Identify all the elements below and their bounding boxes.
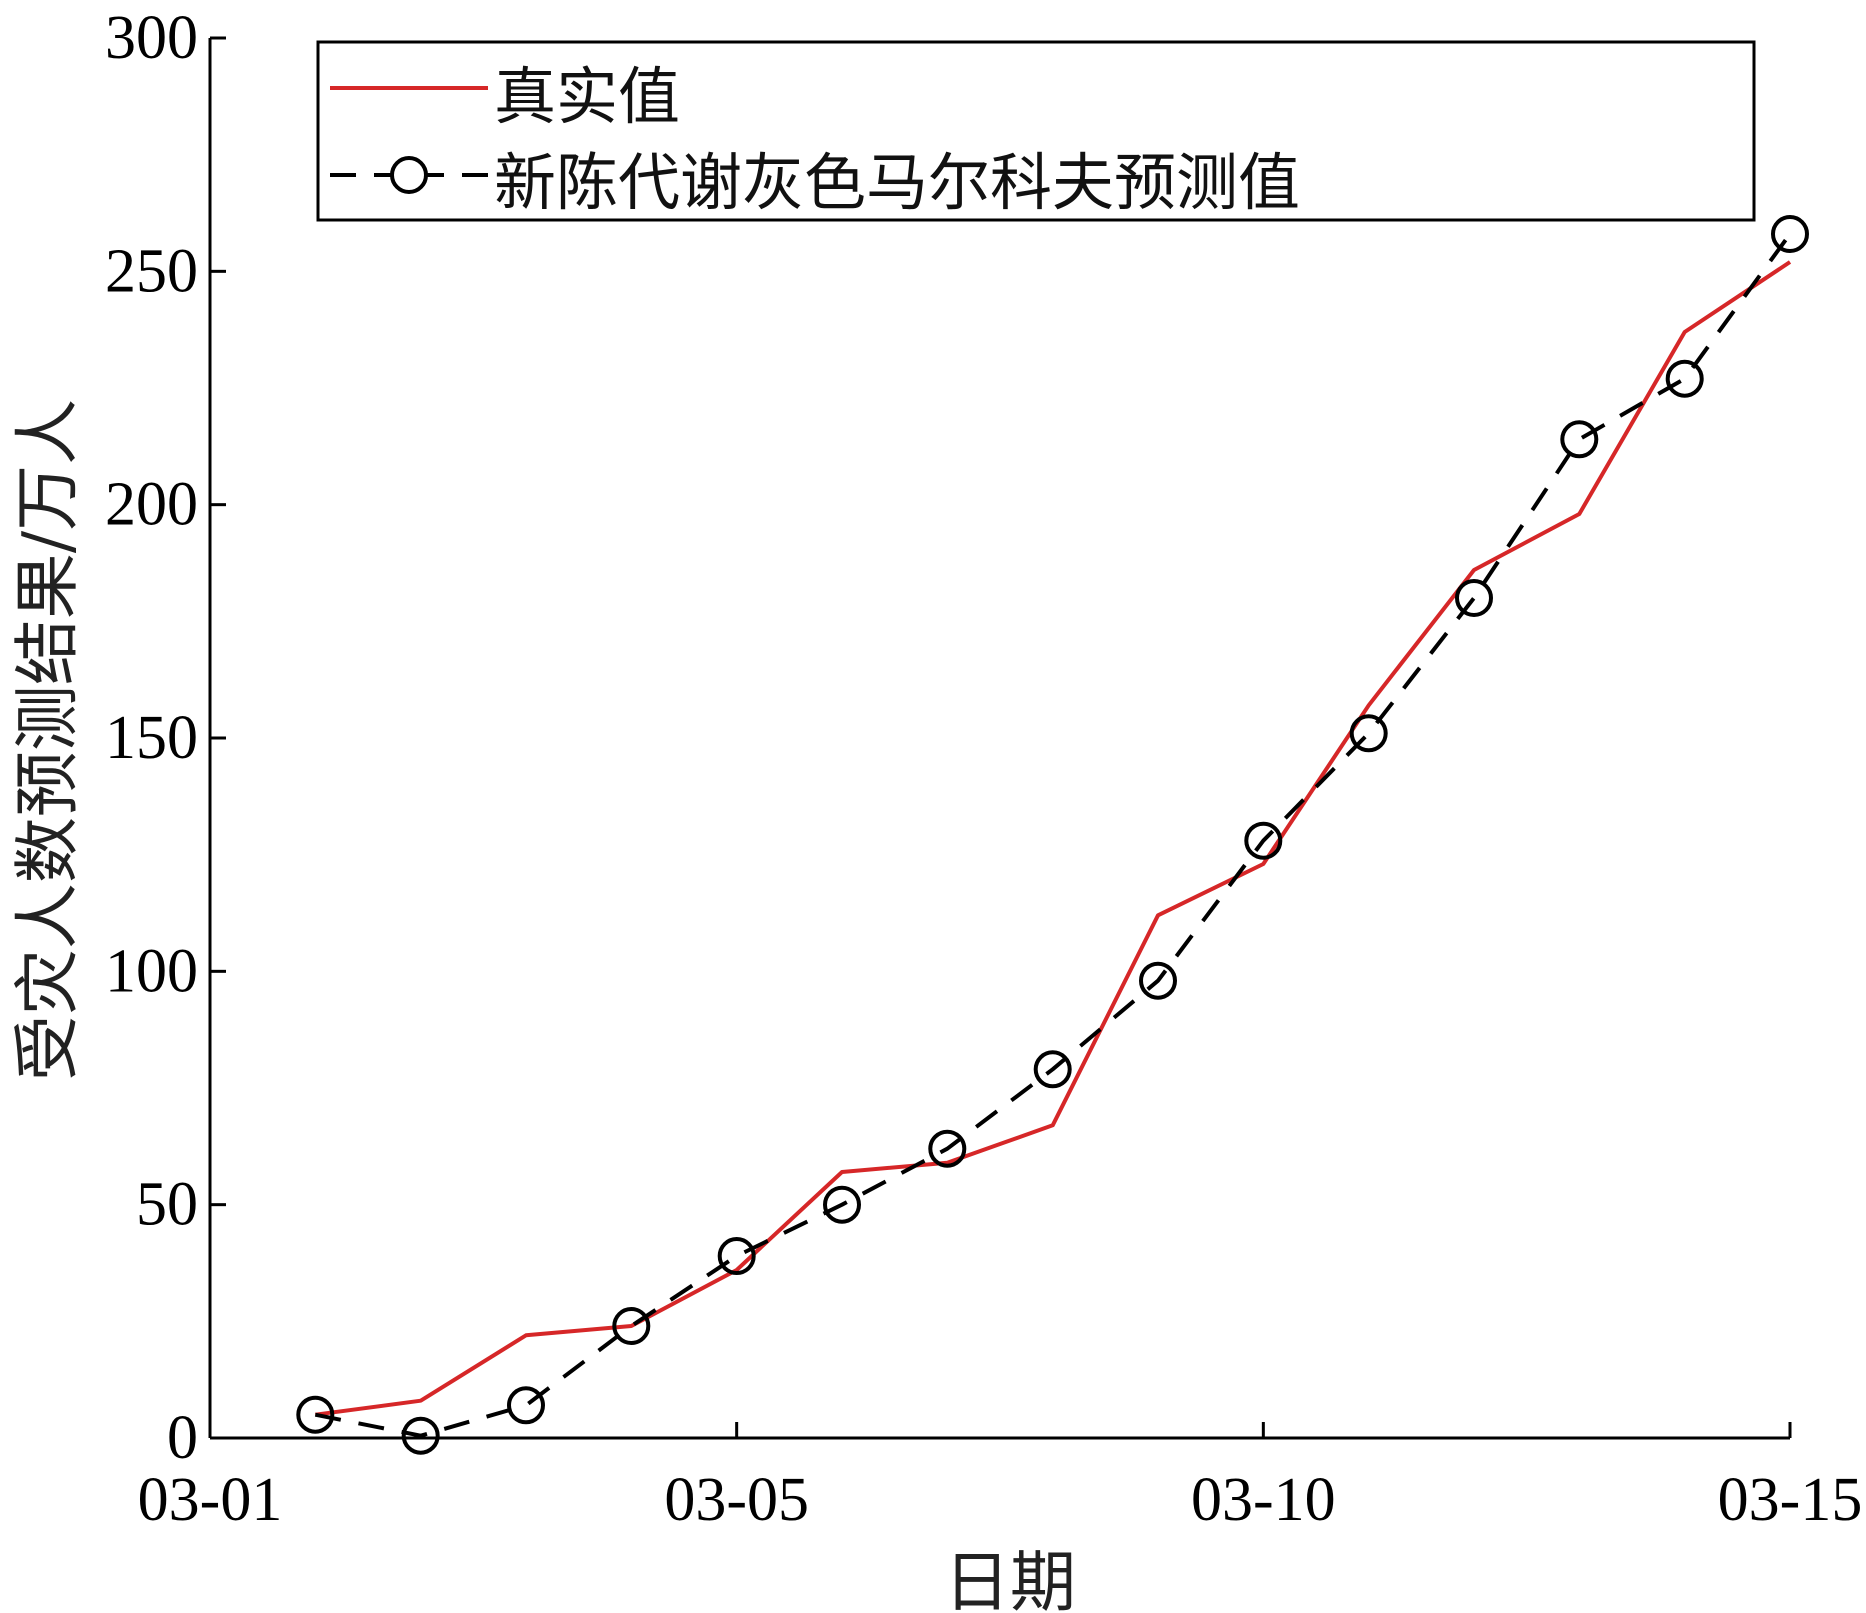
y-axis-label: 受灾人数预测结果/万人: [9, 399, 86, 1081]
x-tick-label: 03-01: [138, 1466, 283, 1534]
series-1-point: [717, 1237, 756, 1275]
y-tick-label: 200: [105, 471, 198, 539]
series-1-point: [1139, 961, 1177, 1000]
legend: 真实值 新陈代谢灰色马尔科夫预测值: [316, 40, 1756, 222]
series-1-point: [507, 1386, 545, 1425]
series-1-point: [1455, 579, 1493, 617]
y-tick-label: 150: [105, 704, 198, 772]
series-1-point: [1665, 359, 1704, 398]
y-tick-label: 0: [167, 1404, 198, 1472]
x-tick-label: 03-10: [1191, 1466, 1336, 1534]
series-1-point: [1771, 215, 1809, 253]
series-1-point: [1560, 420, 1599, 459]
x-axis-ticks: 03-01 03-05 03-10 03-15: [138, 1422, 1863, 1534]
series-1-point: [1244, 821, 1283, 860]
y-tick-label: 250: [105, 237, 198, 305]
y-tick-label: 50: [136, 1171, 198, 1239]
series-1-point: [296, 1395, 335, 1434]
y-tick-label: 300: [105, 4, 198, 72]
y-axis-ticks: 0 50 100 150 200 250 300: [105, 4, 226, 1472]
y-tick-label: 100: [105, 937, 198, 1005]
series-line-1: [314, 232, 1792, 1438]
x-tick-label: 03-05: [664, 1466, 809, 1534]
series-1-point: [1033, 1050, 1072, 1089]
series-1-point: [823, 1185, 861, 1224]
legend-label-actual: 真实值: [494, 60, 680, 133]
axes: [208, 38, 1790, 1440]
series-1-point: [612, 1307, 651, 1345]
series-layer: [296, 215, 1809, 1455]
x-tick-label: 03-15: [1718, 1466, 1863, 1534]
legend-label-predicted: 新陈代谢灰色马尔科夫预测值: [494, 146, 1300, 219]
series-1-point: [401, 1416, 440, 1455]
series-1-point: [928, 1129, 967, 1168]
series-1-point: [1349, 714, 1388, 753]
legend-marker-predicted: [390, 156, 428, 194]
legend-box: [316, 40, 1756, 222]
x-axis-label: 日期: [944, 1544, 1076, 1613]
series-line-0: [315, 260, 1792, 1417]
